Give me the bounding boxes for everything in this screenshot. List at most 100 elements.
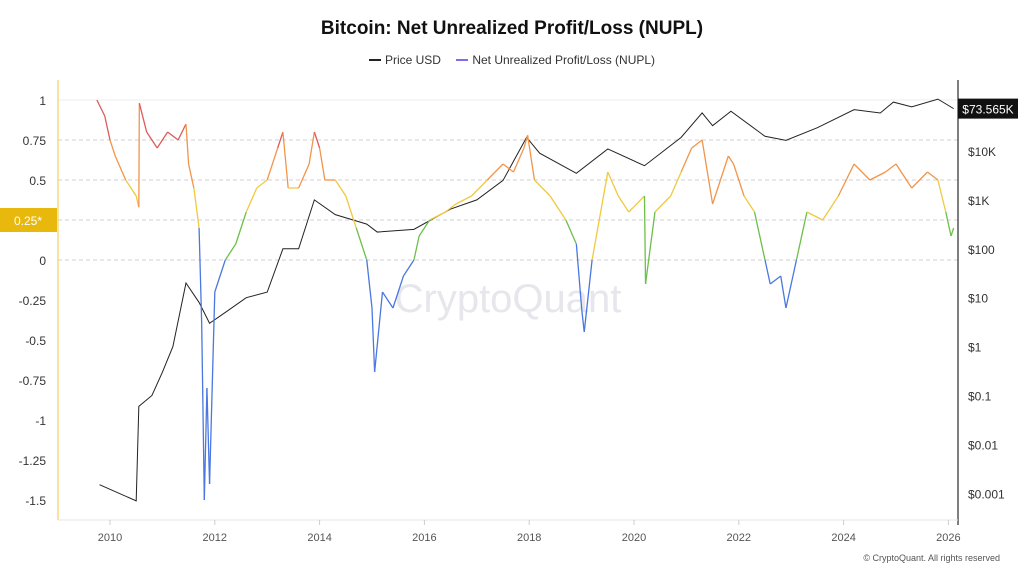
right-tick-label: $1K	[968, 194, 989, 208]
legend-swatch-nupl	[456, 59, 469, 61]
nupl-segment	[96, 99, 106, 117]
nupl-segment	[214, 259, 226, 293]
copyright: © CryptoQuant. All rights reserved	[863, 553, 1000, 563]
right-tick-label: $1	[968, 341, 982, 355]
left-tick-label: -1	[35, 414, 46, 428]
nupl-segment	[950, 227, 955, 237]
legend-swatch-price	[368, 59, 381, 61]
nupl-segment	[937, 179, 947, 213]
right-tick-label: $0.001	[968, 487, 1005, 501]
x-tick-label: 2014	[307, 532, 331, 544]
nupl-segment	[402, 259, 415, 277]
nupl-segment	[617, 195, 630, 213]
x-tick-label: 2026	[936, 532, 960, 544]
left-tick-label: 0.5	[29, 174, 46, 188]
nupl-segment	[256, 179, 268, 189]
right-tick-label: $0.1	[968, 390, 992, 404]
legend-label-price: Price USD	[384, 53, 441, 67]
nupl-segment	[701, 139, 714, 205]
nupl-segment	[413, 235, 420, 261]
nupl-segment	[201, 323, 205, 501]
nupl-segment	[318, 147, 326, 181]
x-tick-label: 2022	[727, 532, 751, 544]
current-price-box	[958, 98, 1018, 119]
nupl-segment	[345, 195, 357, 229]
nupl-segment	[455, 195, 472, 205]
nupl-segment	[607, 171, 619, 197]
left-tick-label: -0.75	[19, 374, 47, 388]
highlight-tick-box	[0, 208, 57, 232]
nupl-segment	[429, 211, 446, 221]
x-tick-label: 2024	[831, 532, 855, 544]
nupl-segment	[945, 211, 952, 237]
nupl-segment	[753, 211, 766, 261]
nupl-segment	[156, 131, 169, 149]
nupl-segment	[282, 131, 289, 189]
nupl-segment	[591, 171, 609, 261]
nupl-segment	[743, 195, 756, 213]
left-tick-label: -1.5	[25, 494, 46, 508]
nupl-segment	[628, 195, 645, 213]
x-tick-label: 2012	[203, 532, 227, 544]
nupl-segment	[308, 131, 316, 165]
nupl-segment	[224, 243, 237, 261]
legend-item-price[interactable]: Price USD	[368, 53, 441, 67]
nupl-segment	[125, 179, 137, 197]
nupl-segment	[355, 227, 368, 261]
left-tick-label: 0.25*	[14, 214, 42, 228]
watermark: CryptoQuant	[395, 277, 622, 321]
nupl-segment	[109, 139, 116, 157]
left-tick-label: -1.25	[19, 454, 47, 468]
nupl-segment	[185, 123, 190, 165]
legend-item-nupl[interactable]: Net Unrealized Profit/Loss (NUPL)	[456, 53, 655, 67]
nupl-segment	[764, 259, 771, 285]
nupl-segment	[644, 211, 656, 285]
nupl-segment	[277, 131, 284, 149]
right-tick-label: $10K	[968, 145, 996, 159]
nupl-segment	[526, 135, 536, 181]
nupl-segment	[837, 163, 855, 197]
nupl-segment	[533, 179, 551, 197]
nupl-segment	[565, 219, 577, 245]
nupl-segment	[895, 163, 913, 189]
nupl-segment	[366, 259, 373, 309]
nupl-segment	[371, 307, 376, 373]
nupl-segment	[512, 147, 525, 173]
nupl-segment	[927, 171, 939, 181]
nupl-segment	[711, 155, 729, 205]
nupl-segment	[444, 203, 457, 213]
nupl-segment	[138, 103, 148, 133]
nupl-segment	[203, 387, 208, 501]
nupl-segment	[769, 275, 782, 285]
nupl-segment	[266, 147, 279, 181]
left-tick-label: -0.5	[25, 334, 46, 348]
nupl-segment	[785, 259, 798, 309]
nupl-segment	[502, 163, 514, 173]
nupl-segment	[138, 103, 140, 208]
left-tick-label: 0.75	[23, 134, 47, 148]
nupl-segment	[177, 123, 187, 141]
nupl-segment	[187, 163, 195, 189]
nupl-segment	[670, 171, 682, 197]
nupl-segment	[392, 275, 405, 309]
nupl-segment	[680, 147, 693, 173]
nupl-segment	[523, 135, 529, 149]
nupl-segment	[583, 259, 593, 333]
nupl-segment	[167, 131, 179, 141]
current-price-label: $73.565K	[962, 103, 1013, 117]
x-tick-label: 2020	[622, 532, 646, 544]
nupl-segment	[853, 163, 871, 181]
nupl-segment	[869, 171, 886, 181]
nupl-segment	[691, 139, 703, 149]
nupl-segment	[235, 211, 247, 245]
nupl-segment	[193, 187, 200, 229]
nupl-segment	[727, 155, 735, 165]
nupl-segment	[643, 195, 647, 285]
nupl-segment	[418, 219, 431, 237]
left-tick-label: 1	[39, 94, 46, 108]
left-tick-label: 0	[39, 254, 46, 268]
right-tick-label: $0.01	[968, 438, 998, 452]
right-tick-label: $10	[968, 292, 988, 306]
nupl-segment	[795, 211, 808, 261]
